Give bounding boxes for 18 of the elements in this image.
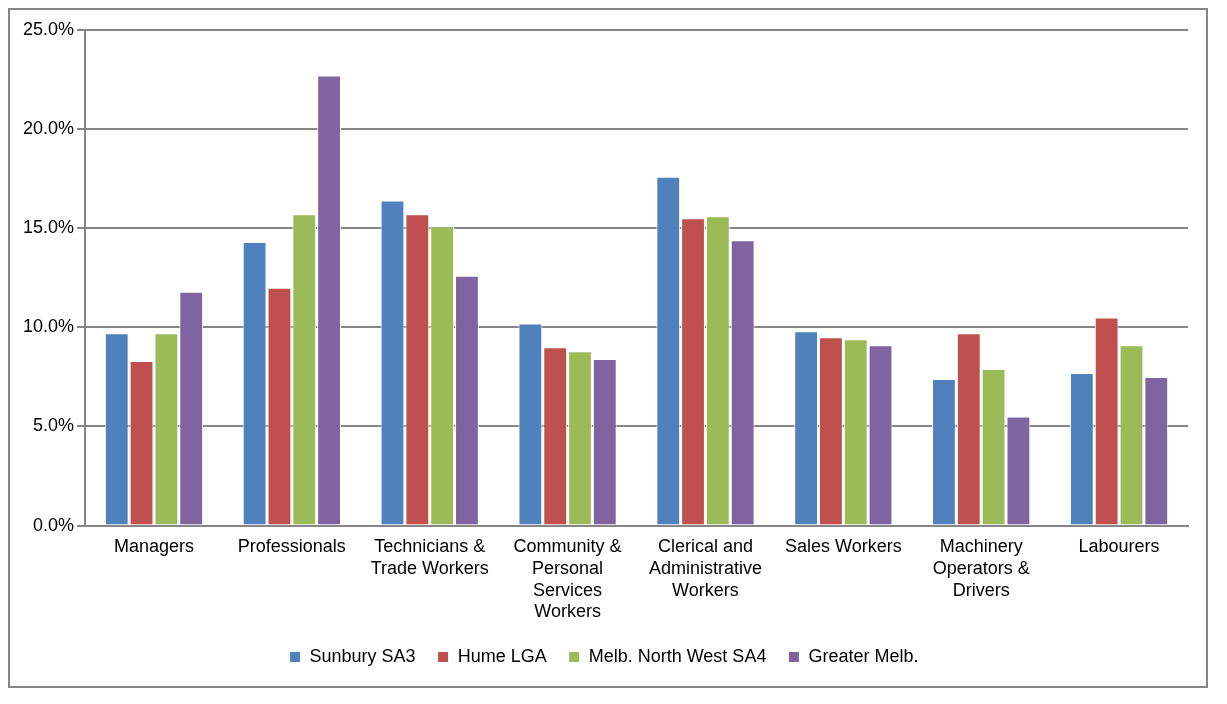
- legend-label: Sunbury SA3: [309, 645, 416, 666]
- y-tick-label: 0.0%: [33, 514, 75, 535]
- y-tick-label: 25.0%: [22, 18, 75, 39]
- y-tick-label: 15.0%: [22, 217, 75, 238]
- legend-label: Greater Melb.: [808, 645, 919, 666]
- x-tick-label: Technicians & Trade Workers: [370, 536, 489, 578]
- y-tick-label: 20.0%: [22, 118, 75, 139]
- legend-label: Melb. North West SA4: [588, 645, 767, 666]
- y-tick-label: 10.0%: [22, 316, 75, 337]
- x-tick-label: Professionals: [237, 536, 346, 557]
- x-tick-label: Managers: [113, 536, 194, 557]
- y-tick-label: 5.0%: [33, 415, 75, 436]
- x-tick-label: Labourers: [1078, 536, 1160, 557]
- x-tick-label: Machinery Operators & Drivers: [932, 536, 1030, 600]
- x-tick-label: Community & Personal Services Workers: [513, 536, 622, 622]
- legend-label: Hume LGA: [457, 645, 547, 666]
- x-tick-label: Sales Workers: [784, 536, 902, 557]
- x-tick-label: Clerical and Administrative Workers: [648, 536, 762, 600]
